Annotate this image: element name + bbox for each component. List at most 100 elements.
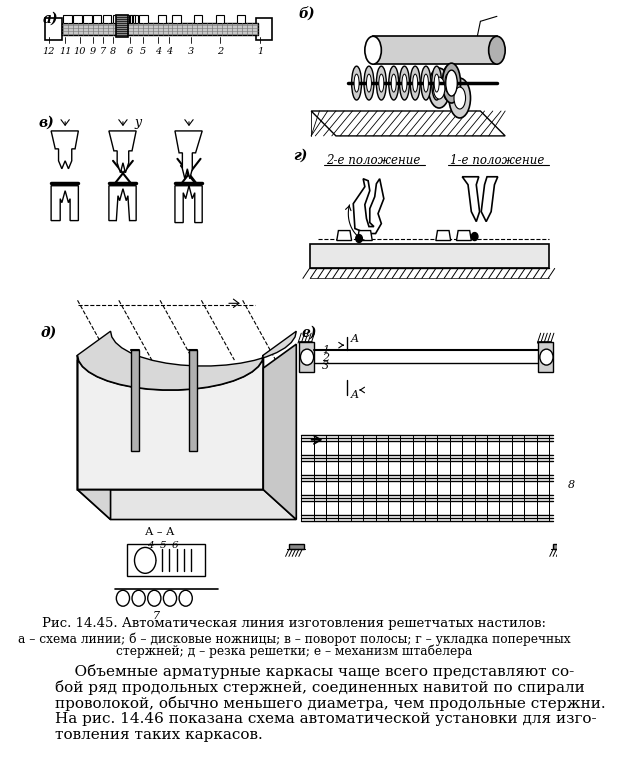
Circle shape: [540, 349, 553, 365]
Text: Рис. 14.45. Автоматическая линия изготовления решетчатых настилов:: Рис. 14.45. Автоматическая линия изготов…: [42, 617, 546, 630]
Circle shape: [132, 591, 145, 606]
Ellipse shape: [389, 66, 399, 100]
Ellipse shape: [391, 74, 396, 92]
Ellipse shape: [434, 74, 439, 92]
Circle shape: [135, 547, 156, 574]
Text: 3: 3: [188, 47, 195, 56]
Ellipse shape: [421, 66, 431, 100]
Ellipse shape: [489, 36, 505, 64]
Ellipse shape: [446, 70, 457, 96]
Bar: [237, 15, 245, 23]
Text: 3: 3: [322, 361, 329, 371]
Ellipse shape: [410, 66, 420, 100]
Polygon shape: [456, 231, 471, 241]
Bar: [103, 15, 112, 23]
Text: 12: 12: [42, 47, 55, 56]
Text: 6: 6: [126, 47, 133, 56]
Ellipse shape: [442, 66, 452, 100]
Bar: [73, 15, 82, 23]
Ellipse shape: [354, 74, 359, 92]
Text: 5: 5: [160, 541, 167, 550]
Bar: [84, 15, 92, 23]
Bar: [309, 243, 549, 269]
Text: 8: 8: [110, 47, 116, 56]
Ellipse shape: [449, 78, 470, 118]
Polygon shape: [175, 131, 202, 179]
Circle shape: [179, 591, 192, 606]
Bar: [553, 544, 568, 550]
Text: бой ряд продольных стержней, соединенных навитой по спирали: бой ряд продольных стержней, соединенных…: [56, 680, 585, 695]
Ellipse shape: [402, 74, 407, 92]
Ellipse shape: [365, 36, 382, 64]
Polygon shape: [337, 231, 352, 241]
Polygon shape: [51, 186, 78, 221]
Bar: [256, 19, 272, 40]
Text: 2-е положение: 2-е положение: [326, 154, 420, 167]
Ellipse shape: [379, 74, 384, 92]
Text: 8: 8: [568, 479, 575, 489]
Ellipse shape: [428, 68, 450, 108]
Polygon shape: [357, 231, 372, 241]
Polygon shape: [78, 489, 296, 520]
Bar: [123, 15, 126, 23]
Polygon shape: [353, 179, 384, 234]
Bar: [62, 23, 258, 36]
Text: стержней; д – резка решетки; е – механизм штабелера: стержней; д – резка решетки; е – механиз…: [115, 644, 472, 658]
Bar: [120, 15, 122, 23]
Bar: [130, 15, 132, 23]
Bar: [126, 15, 129, 23]
Text: 1: 1: [257, 47, 263, 56]
Ellipse shape: [364, 66, 374, 100]
Text: д): д): [40, 325, 57, 339]
Ellipse shape: [399, 66, 410, 100]
Bar: [158, 15, 166, 23]
Bar: [127, 544, 205, 577]
Ellipse shape: [413, 74, 418, 92]
Bar: [373, 36, 497, 64]
Polygon shape: [109, 186, 136, 221]
Text: 7: 7: [152, 611, 160, 621]
Polygon shape: [311, 111, 505, 136]
Bar: [113, 15, 121, 23]
Bar: [299, 342, 314, 372]
Text: 11: 11: [59, 47, 71, 56]
Polygon shape: [436, 231, 450, 241]
Ellipse shape: [424, 74, 428, 92]
Text: а): а): [43, 12, 59, 25]
Polygon shape: [78, 331, 296, 390]
Text: 2: 2: [217, 47, 223, 56]
Polygon shape: [481, 177, 498, 222]
Bar: [64, 15, 71, 23]
Ellipse shape: [366, 74, 371, 92]
Polygon shape: [189, 350, 197, 451]
Circle shape: [356, 235, 362, 242]
Text: 2: 2: [322, 353, 329, 363]
Text: 5: 5: [140, 47, 146, 56]
Text: 9: 9: [90, 47, 96, 56]
Polygon shape: [463, 177, 480, 222]
Circle shape: [163, 591, 177, 606]
Text: 1-е положение: 1-е положение: [450, 154, 544, 167]
Ellipse shape: [454, 87, 466, 109]
Text: е): е): [301, 325, 316, 339]
Bar: [289, 544, 304, 550]
Polygon shape: [263, 344, 296, 520]
Bar: [45, 19, 62, 40]
Circle shape: [300, 349, 314, 365]
Bar: [172, 15, 181, 23]
Bar: [194, 15, 202, 23]
Circle shape: [116, 591, 130, 606]
Text: A: A: [351, 390, 359, 400]
Bar: [116, 15, 128, 37]
Text: 7: 7: [100, 47, 107, 56]
Bar: [133, 15, 135, 23]
Polygon shape: [109, 131, 136, 173]
Bar: [538, 342, 553, 372]
Ellipse shape: [433, 77, 445, 99]
Polygon shape: [78, 360, 110, 520]
Bar: [120, 15, 128, 23]
Text: На рис. 14.46 показана схема автоматической установки для изго-: На рис. 14.46 показана схема автоматичес…: [56, 712, 597, 726]
Bar: [140, 15, 148, 23]
Polygon shape: [131, 350, 140, 451]
Ellipse shape: [376, 66, 386, 100]
